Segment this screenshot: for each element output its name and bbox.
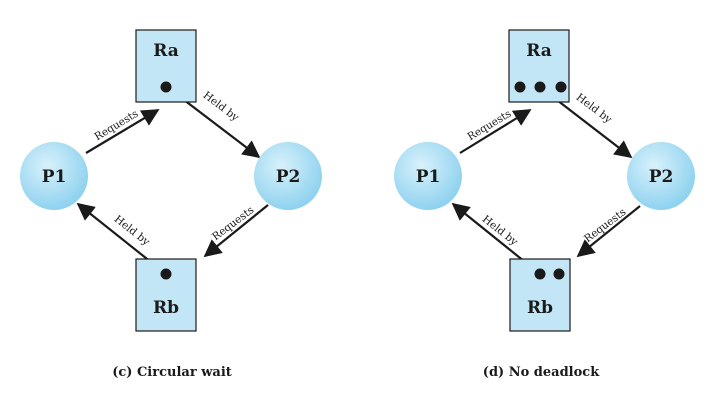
edge-label-held-by: Held by: [201, 89, 241, 124]
edge-line: [85, 109, 160, 154]
resource-instance-dot: [160, 268, 172, 280]
resource-rb: Rb: [509, 258, 571, 332]
edge-p1-requests-ra: Requests: [459, 108, 532, 154]
resource-label: Ra: [526, 41, 552, 61]
edge-label-held-by: Held by: [112, 213, 152, 248]
resource-box: [135, 258, 197, 332]
edge-label-requests: Requests: [582, 206, 628, 245]
process-p2: P2: [627, 142, 695, 210]
resource-label: Rb: [527, 298, 553, 318]
process-circle: [20, 142, 88, 210]
edge-line: [203, 204, 269, 258]
edge-p2-requests-rb: Requests: [576, 205, 641, 258]
diagram-circular-wait: Requests Held by Requests Held by Ra Rb: [20, 29, 322, 380]
resource-instance-dot: [160, 81, 172, 93]
diagram-no-deadlock: Requests Held by Requests Held by Ra R: [394, 29, 695, 380]
resource-instance-dot: [555, 81, 567, 93]
resource-ra: Ra: [135, 29, 197, 103]
process-p1: P1: [394, 142, 462, 210]
resource-instance-dot: [514, 81, 526, 93]
process-label: P1: [42, 167, 67, 187]
process-circle: [394, 142, 462, 210]
process-circle: [627, 142, 695, 210]
edge-label-requests: Requests: [210, 204, 256, 243]
edge-line: [459, 109, 532, 154]
resource-instance-dot: [534, 81, 546, 93]
process-circle: [254, 142, 322, 210]
edge-p2-requests-rb: Requests: [203, 204, 269, 258]
resource-instance-dot: [534, 268, 546, 280]
process-p1: P1: [20, 142, 88, 210]
resource-label: Rb: [153, 298, 179, 318]
process-label: P1: [416, 167, 441, 187]
resource-ra: Ra: [508, 29, 570, 103]
process-label: P2: [276, 167, 301, 187]
diagram-caption: (d) No deadlock: [483, 365, 600, 380]
resource-instance-dot: [553, 268, 565, 280]
edge-p1-requests-ra: Requests: [85, 108, 160, 154]
edge-label-held-by: Held by: [574, 91, 614, 126]
resource-rb: Rb: [135, 258, 197, 332]
process-p2: P2: [254, 142, 322, 210]
resource-label: Ra: [153, 41, 179, 61]
process-label: P2: [649, 167, 674, 187]
edge-line: [576, 205, 641, 258]
diagram-caption: (c) Circular wait: [112, 365, 232, 380]
